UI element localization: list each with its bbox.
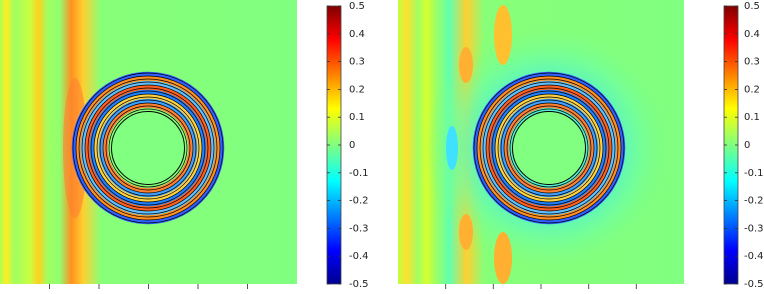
ring-line	[503, 102, 595, 194]
ring	[477, 76, 621, 220]
colorbar-tick-label: 0.2	[349, 84, 365, 95]
colorbar-tick-label: -0.4	[744, 251, 764, 262]
ring-line	[491, 90, 607, 206]
ring-line	[485, 84, 613, 212]
ring-line	[108, 108, 188, 188]
ring-line	[87, 87, 209, 209]
ring	[499, 98, 599, 198]
ring-line	[473, 72, 625, 224]
colorbar-tick-label: -0.1	[744, 168, 764, 179]
colorbar-tick-label: 0.5	[744, 1, 760, 12]
ring-line	[482, 81, 616, 215]
ring-line	[494, 93, 604, 203]
ring-line	[500, 99, 598, 197]
colorbar-tick-label: 0.2	[744, 84, 760, 95]
ring-line	[78, 78, 218, 218]
ring	[89, 89, 207, 207]
ring	[486, 85, 612, 211]
ring-line	[479, 78, 619, 218]
ring-line	[96, 96, 200, 200]
ring-line	[506, 105, 592, 191]
colorbar-tick-label: -0.4	[349, 251, 369, 262]
field-plot	[0, 0, 297, 284]
ring-line	[509, 108, 589, 188]
ring	[85, 85, 211, 211]
core	[512, 111, 586, 185]
core	[111, 111, 185, 185]
colorbar-tick-label: -0.3	[349, 223, 369, 234]
colorbar-tick-label: 0	[744, 140, 750, 151]
ring-line	[488, 87, 610, 209]
ring	[80, 80, 216, 216]
colorbar-tick-label: -0.5	[744, 279, 764, 290]
ring-line	[75, 75, 221, 221]
ring	[481, 80, 617, 216]
colorbar-tick-label: -0.2	[349, 196, 369, 207]
colorbar-tick-label: 0.3	[349, 57, 365, 68]
ring-line	[93, 93, 203, 203]
colorbar-tick-label: -0.3	[744, 223, 764, 234]
ring-line	[99, 99, 197, 197]
colorbar-tick-label: 0.1	[744, 112, 760, 123]
colorbar-tick-label: 0.3	[744, 57, 760, 68]
ring-line	[81, 81, 215, 215]
ring-line	[72, 72, 224, 224]
ring	[495, 94, 603, 202]
ring-line	[84, 84, 212, 212]
colorbar-tick-label: 0.5	[349, 1, 365, 12]
colorbar-tick-label: 0.4	[349, 29, 365, 40]
ring-line	[90, 90, 206, 206]
ring	[490, 89, 608, 207]
ring-line	[102, 102, 194, 194]
ring-line	[105, 105, 191, 191]
ring-line	[476, 75, 622, 221]
ring	[94, 94, 202, 202]
ring	[71, 71, 225, 225]
colorbar-tick-label: -0.1	[349, 168, 369, 179]
ring	[98, 98, 198, 198]
ring-line	[497, 96, 601, 200]
colorbar-tick-label: 0.4	[744, 29, 760, 40]
field-plot	[398, 0, 684, 284]
colorbar-tick-label: -0.2	[744, 196, 764, 207]
colorbar-tick-label: 0.1	[349, 112, 365, 123]
ring	[472, 71, 626, 225]
ring	[76, 76, 220, 220]
colorbar-tick-label: 0	[349, 140, 355, 151]
colorbar-tick-label: -0.5	[349, 279, 369, 290]
ring	[103, 103, 193, 193]
ring	[504, 103, 594, 193]
